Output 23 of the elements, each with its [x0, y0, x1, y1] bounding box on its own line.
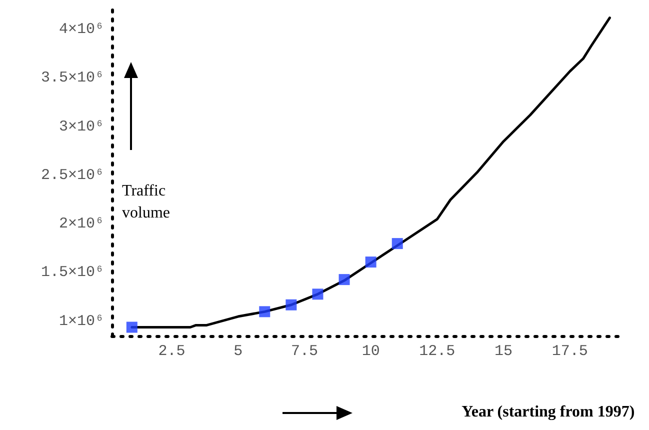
point — [126, 322, 138, 333]
x-tick-label: 5 — [234, 343, 243, 360]
x-tick-label: 15 — [494, 343, 513, 360]
x-tick-label: 12.5 — [419, 343, 456, 360]
x-tick-label: 17.5 — [552, 343, 588, 360]
y-tick-label: 1×10⁶ — [58, 312, 104, 330]
point — [392, 238, 403, 250]
y-tick-label: 3.5×10⁶ — [40, 70, 104, 87]
y-tick-label: 2×10⁶ — [58, 216, 104, 233]
point — [286, 299, 297, 310]
x-tick-label: 10 — [362, 343, 380, 360]
point — [259, 306, 270, 318]
y-axis-title: Traffic volume — [122, 182, 170, 222]
y-tick-label: 2.5×10⁶ — [40, 166, 104, 184]
y-tick-label: 4×10⁶ — [58, 20, 104, 38]
y-tick-label: 3×10⁶ — [58, 118, 104, 136]
point — [365, 256, 376, 268]
y-tick-label: 1.5×10⁶ — [40, 264, 104, 282]
x-axis-title: Year (starting from 1997) — [462, 404, 635, 420]
x-tick-label: 7.5 — [290, 343, 318, 360]
point — [338, 274, 350, 286]
x-tick-label: 2.5 — [158, 343, 186, 360]
point — [312, 288, 324, 300]
